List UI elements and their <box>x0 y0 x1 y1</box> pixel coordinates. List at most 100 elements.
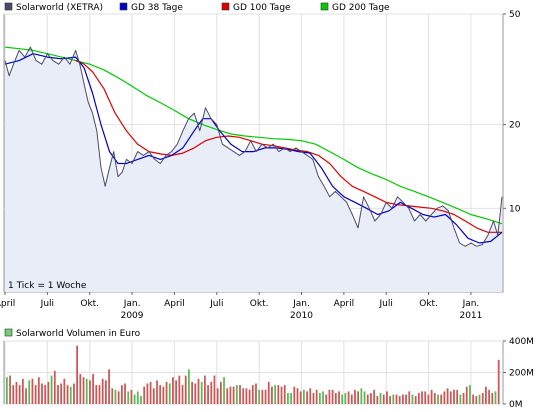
legend-label: GD 38 Tage <box>131 3 183 13</box>
volume-bar <box>437 394 439 404</box>
volume-bar <box>290 393 292 404</box>
volume-bar <box>433 393 436 404</box>
volume-bar <box>172 377 174 404</box>
volume-bar <box>194 383 197 404</box>
volume-bar <box>411 394 414 404</box>
volume-bar <box>181 385 184 404</box>
legend-swatch <box>221 2 230 11</box>
volume-bar <box>44 385 47 404</box>
volume-bar <box>328 389 331 404</box>
volume-bar <box>267 381 270 404</box>
volume-bar <box>143 386 146 404</box>
price-ytick-label: 20 <box>509 121 521 131</box>
volume-bar <box>255 383 257 404</box>
volume-bar <box>111 388 114 405</box>
volume-bar <box>293 386 296 404</box>
price-xtick-label: April <box>164 299 185 309</box>
volume-bar <box>373 389 376 404</box>
volume-ytick-label: 400M <box>509 337 534 347</box>
volume-bar <box>207 385 209 404</box>
price-xtick-label: Juli <box>40 299 54 309</box>
volume-bar <box>421 391 423 404</box>
volume-bar <box>392 394 395 404</box>
volume-bar <box>389 396 391 404</box>
volume-bar <box>299 391 302 404</box>
volume-bar <box>6 377 8 404</box>
price-area <box>5 47 502 292</box>
volume-bar <box>427 394 430 404</box>
volume-y-axis: 0M 200M 400M <box>503 337 534 410</box>
volume-bar <box>386 391 388 404</box>
legend-label: GD 200 Tage <box>332 3 390 13</box>
series-line-solarworld-xetra <box>4 46 503 247</box>
volume-bar <box>124 383 126 404</box>
volume-bar <box>350 394 353 404</box>
volume-bar <box>402 394 404 404</box>
volume-bar <box>475 396 478 404</box>
volume-bar <box>465 386 468 404</box>
volume-bar <box>92 374 94 404</box>
volume-bar <box>280 386 283 404</box>
volume-bar <box>494 391 497 404</box>
volume-bar <box>98 385 101 404</box>
volume-bar <box>446 388 449 405</box>
volume-bar <box>398 396 401 404</box>
volume-bar <box>140 396 142 404</box>
price-xtick-year: 2011 <box>459 311 482 321</box>
volume-bar <box>21 378 24 404</box>
volume-bar <box>152 388 155 405</box>
volume-bar <box>239 385 241 404</box>
volume-bar <box>223 377 225 404</box>
volume-bar <box>366 394 369 404</box>
volume-bar <box>318 393 321 404</box>
volume-bar <box>101 378 104 404</box>
volume-bar <box>219 381 222 404</box>
volume-bar <box>159 385 162 404</box>
price-lines <box>4 46 503 247</box>
volume-bar <box>15 381 18 404</box>
volume-bar <box>18 385 21 404</box>
volume-bar <box>178 375 181 404</box>
price-xtick-year: 2009 <box>121 311 144 321</box>
volume-bar <box>443 391 446 404</box>
volume-bar <box>89 380 91 404</box>
volume-bar <box>73 383 75 404</box>
volume-bar <box>60 383 63 404</box>
legend: Solarworld (XETRA) GD 38 Tage GD 100 Tage G… <box>4 2 390 13</box>
volume-legend-swatch <box>4 328 13 337</box>
volume-bar <box>235 385 238 404</box>
volume-bar <box>9 375 11 404</box>
volume-bar <box>277 385 280 404</box>
volume-bar <box>424 391 427 404</box>
price-xtick-label: Okt. <box>80 299 99 309</box>
volume-bar <box>462 393 465 404</box>
volume-bar <box>34 385 37 404</box>
volume-bar <box>379 393 382 404</box>
volume-bar <box>357 391 360 404</box>
volume-bar <box>69 386 72 404</box>
volume-bar <box>459 394 462 404</box>
volume-bar <box>296 388 299 405</box>
volume-bar <box>82 377 85 404</box>
volume-bar <box>344 393 347 404</box>
volume-bar <box>258 389 261 404</box>
volume-bar <box>271 386 273 404</box>
volume-ytick-label: 200M <box>509 369 534 379</box>
volume-bar <box>37 377 40 404</box>
volume-bar <box>306 391 308 404</box>
volume-bar <box>242 388 245 405</box>
volume-bar <box>283 385 286 404</box>
volume-bar <box>165 381 168 404</box>
volume-bar <box>405 394 407 404</box>
volume-bar <box>114 389 117 404</box>
volume-bar <box>85 378 88 404</box>
volume-bar <box>261 389 264 404</box>
volume-bar <box>469 385 471 404</box>
volume-bar <box>472 394 475 404</box>
volume-bar <box>47 381 50 404</box>
volume-bar <box>57 385 59 404</box>
volume-bar <box>274 385 277 404</box>
volume-legend: Solarworld Volumen in Euro <box>4 328 141 339</box>
volume-bar <box>149 381 152 404</box>
